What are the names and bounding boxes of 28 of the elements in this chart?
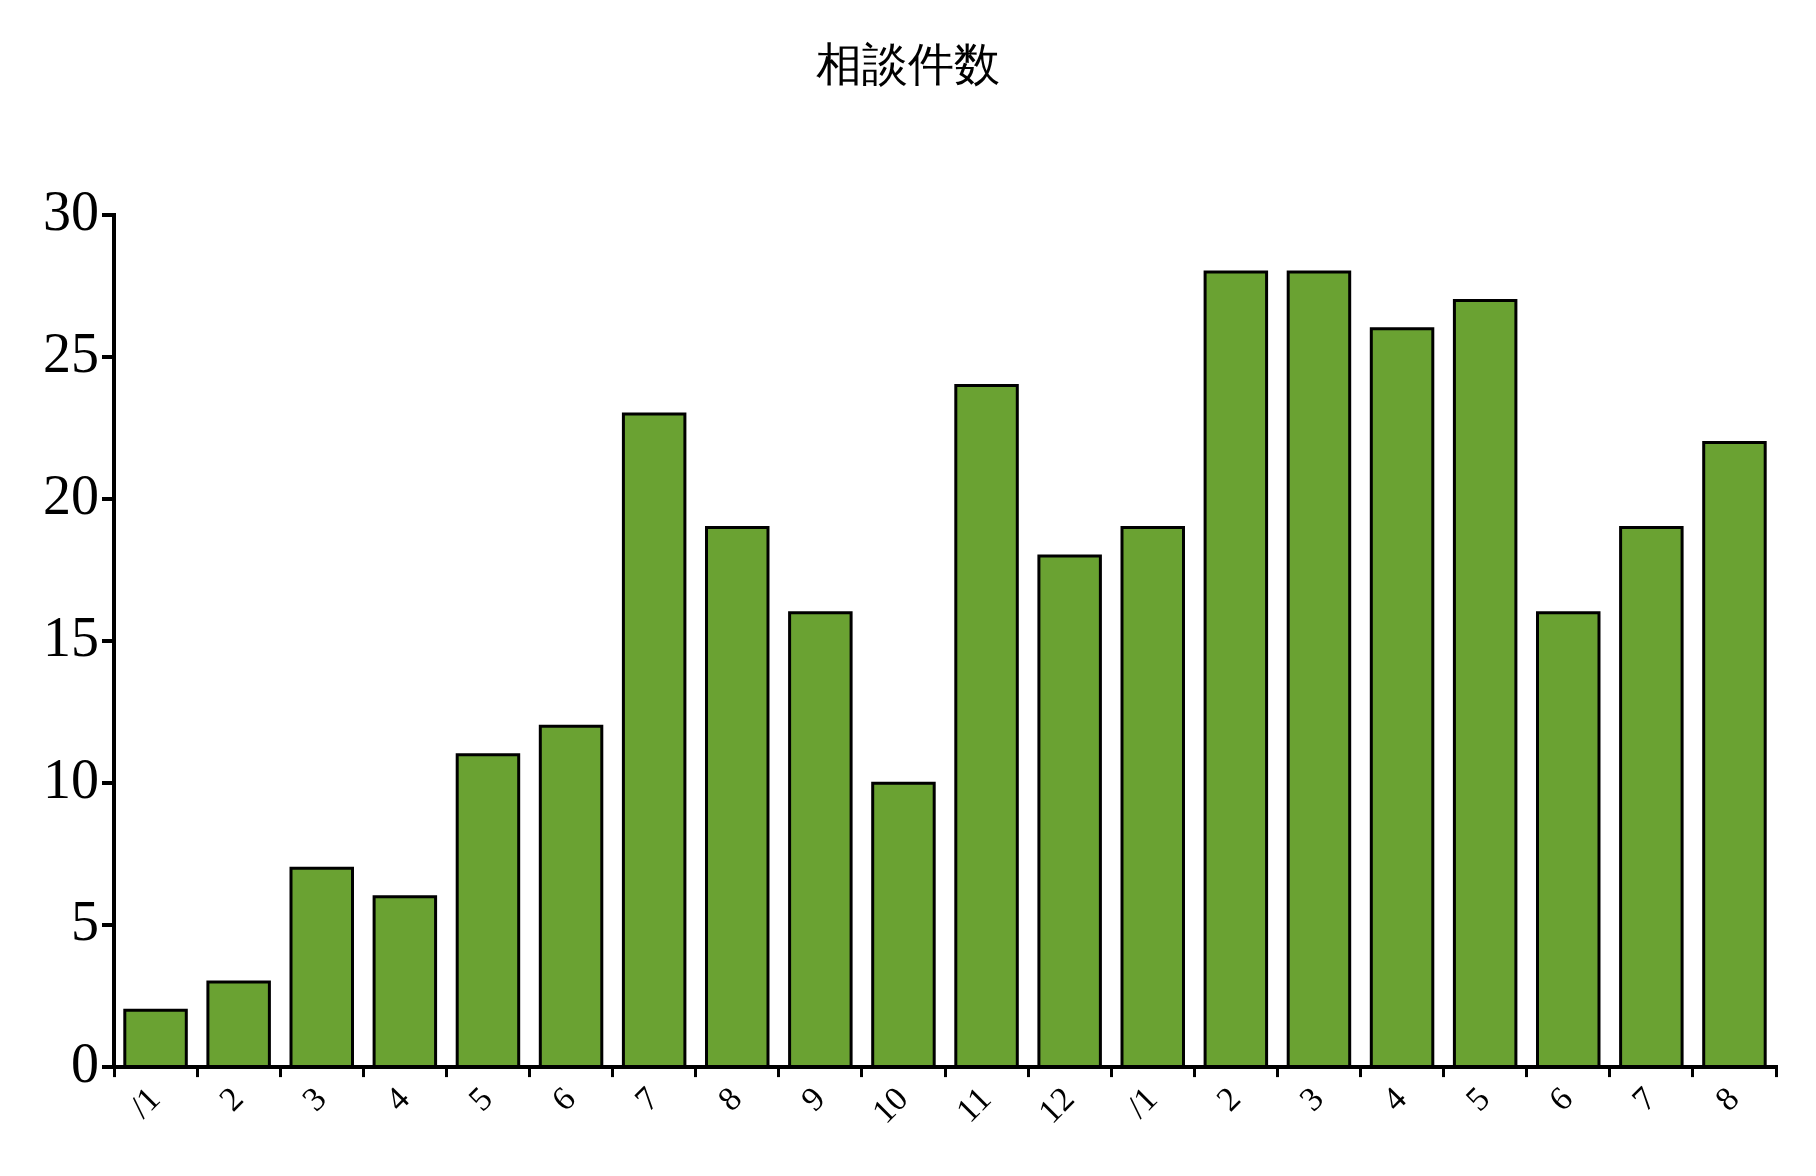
- x-tick-label: 7: [1624, 1079, 1663, 1118]
- y-tick-label: 0: [71, 1031, 99, 1094]
- x-tick-label: /1: [1119, 1079, 1165, 1125]
- x-tick-label: 2: [211, 1079, 250, 1118]
- x-tick-label: 3: [294, 1079, 334, 1118]
- x-tick-label: /1: [121, 1079, 167, 1125]
- y-tick-label: 5: [71, 889, 99, 952]
- x-tick-label: 12: [1030, 1079, 1081, 1130]
- y-tick-label: 30: [43, 179, 99, 242]
- x-tick-label: 7: [627, 1079, 666, 1118]
- x-tick-label: 6: [544, 1079, 583, 1118]
- y-tick-label: 15: [43, 605, 99, 668]
- x-tick-label: 6: [1541, 1079, 1580, 1118]
- chart-title: 相談件数: [816, 36, 1000, 91]
- x-tick-label: 8: [710, 1079, 749, 1118]
- x-tick-label: 4: [1375, 1079, 1414, 1118]
- x-tick-label: 9: [793, 1079, 832, 1118]
- y-tick-label: 20: [43, 463, 99, 526]
- y-tick-label: 10: [43, 747, 99, 810]
- x-tick-label: 8: [1707, 1079, 1746, 1118]
- x-tick-label: 2: [1208, 1079, 1248, 1118]
- x-tick-label: 3: [1292, 1079, 1331, 1118]
- x-tick-label: 11: [948, 1079, 998, 1129]
- x-tick-label: 4: [377, 1079, 417, 1118]
- x-tick-label: 5: [1458, 1079, 1497, 1118]
- x-tick-label: 10: [864, 1079, 915, 1130]
- x-tick-label: 5: [461, 1079, 500, 1118]
- y-tick-label: 25: [43, 321, 99, 384]
